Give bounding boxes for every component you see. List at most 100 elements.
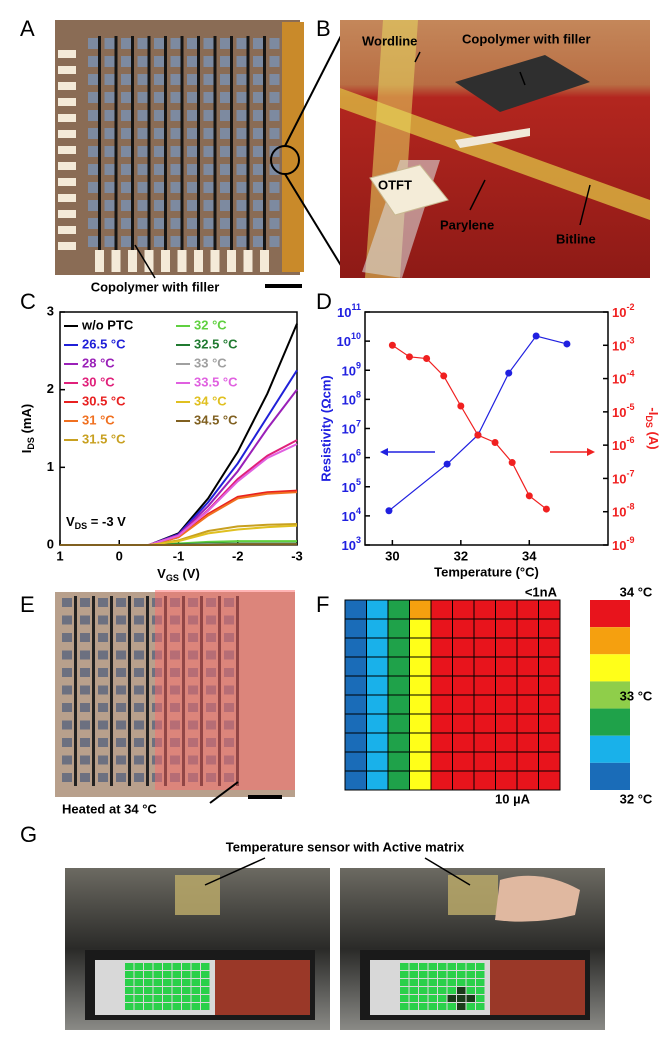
y-tick-label-base: 10 [342, 451, 356, 466]
cell [516, 618, 539, 639]
pixel [170, 164, 181, 175]
pad [58, 194, 76, 202]
y2-axis-label: -IDS (A) [644, 407, 661, 449]
pixel [154, 110, 164, 121]
screen-cell [466, 979, 475, 986]
cell [409, 599, 432, 620]
pixel [62, 703, 72, 712]
screen-cell [476, 979, 485, 986]
chip [455, 55, 590, 112]
pixel [253, 236, 263, 247]
pixel [170, 182, 181, 193]
pixel [203, 164, 214, 175]
screen-cell [125, 971, 134, 978]
cell [387, 713, 410, 734]
screen-cell [409, 963, 418, 970]
screen-cell [172, 1003, 181, 1010]
pixel [253, 56, 263, 67]
pixel [116, 738, 126, 747]
screen-cell [438, 971, 447, 978]
y-tick-label: 1 [47, 459, 54, 474]
screen-cell [400, 987, 409, 994]
pixel [80, 615, 90, 625]
cell [538, 770, 561, 791]
legend-label: 28 °C [82, 355, 115, 370]
pixel [236, 218, 247, 229]
pixel [170, 128, 181, 139]
cell [495, 675, 518, 696]
y-tick-label-sup: 9 [356, 361, 361, 371]
y-tick-label: 104 [342, 506, 361, 524]
pixel [134, 738, 144, 747]
screen-cell [134, 987, 143, 994]
screen-cell [191, 971, 200, 978]
cell [387, 618, 410, 639]
cell [387, 656, 410, 677]
screen-cell [172, 963, 181, 970]
cell [366, 637, 389, 658]
cell [538, 713, 561, 734]
legend-label: 30 °C [82, 374, 115, 389]
pixel [137, 56, 148, 67]
pixel [104, 128, 115, 139]
pixel [80, 773, 90, 782]
pixel [98, 738, 108, 747]
pixel [220, 236, 230, 247]
point [385, 507, 393, 515]
y2-tick-label: 10-9 [612, 535, 634, 553]
point [525, 492, 533, 500]
screen-cell [172, 971, 181, 978]
pixel [269, 236, 280, 247]
pixel [187, 56, 197, 67]
y-tick-label-base: 10 [342, 393, 356, 408]
cell [516, 713, 539, 734]
x-tick-label: 34 [522, 548, 537, 563]
colorbar-segment [590, 735, 630, 763]
pixel [98, 633, 108, 642]
screen-cell [400, 971, 409, 978]
pixel [116, 668, 126, 677]
cell [344, 694, 367, 715]
y2-axis-label-sub: DS [644, 415, 654, 428]
pixel [187, 110, 197, 121]
pointer [209, 781, 239, 804]
pixel [116, 755, 126, 765]
pixel [170, 92, 181, 103]
copolymer-line [128, 596, 131, 786]
annotation-rest: = -3 V [87, 514, 126, 529]
screen-cell [182, 963, 191, 970]
pixel [104, 38, 115, 49]
point [443, 460, 451, 468]
y-tick-label-sup: 11 [351, 302, 361, 312]
pixel [134, 650, 144, 660]
title: Temperature sensor with Active matrix [226, 839, 465, 854]
screen-cell [409, 1003, 418, 1010]
pixel [253, 182, 263, 193]
pixel [236, 128, 247, 139]
y-tick-label: 1011 [337, 302, 361, 320]
y2-tick-label-sup: -3 [626, 336, 634, 346]
y2-tick-label-base: 10 [612, 305, 626, 320]
cell [430, 713, 453, 734]
x-tick-label: -3 [291, 548, 303, 563]
pixel [253, 200, 263, 211]
screen-cell [409, 995, 418, 1002]
cell [344, 732, 367, 753]
cell [409, 618, 432, 639]
pixel [62, 738, 72, 747]
y2-tick-label-base: 10 [612, 372, 626, 387]
y-tick-label-sup: 3 [356, 535, 361, 545]
screen-cell [400, 995, 409, 1002]
y-axis-label-rest: (mA) [19, 404, 34, 437]
pixel [116, 720, 126, 730]
pixel [62, 668, 72, 677]
cell [430, 751, 453, 772]
screen-cell [400, 1003, 409, 1010]
cell [495, 637, 518, 658]
screen-cell [428, 1003, 437, 1010]
pixel [116, 633, 126, 642]
y2-tick-label: 10-6 [612, 436, 634, 454]
bottom-label: 10 µA [495, 791, 531, 806]
screen-cell [466, 971, 475, 978]
pixel [170, 110, 181, 121]
